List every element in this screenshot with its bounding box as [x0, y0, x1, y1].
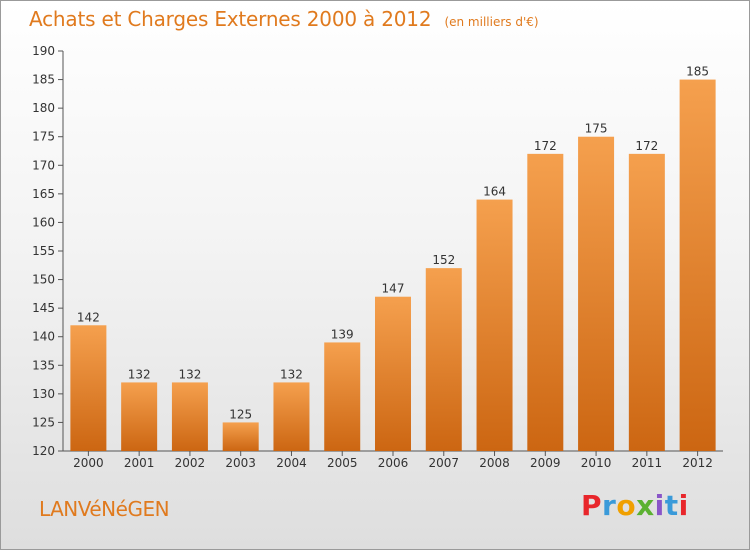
- x-tick-label: 2009: [530, 456, 561, 470]
- x-tick-label: 2008: [479, 456, 510, 470]
- x-tick-label: 2010: [581, 456, 612, 470]
- bar-value-label: 132: [178, 367, 201, 381]
- bar: [375, 296, 411, 451]
- bar: [679, 79, 716, 452]
- x-tick-label: 2007: [428, 456, 459, 470]
- y-tick-label: 145: [32, 301, 55, 315]
- y-tick-label: 155: [32, 244, 55, 258]
- bar-value-label: 142: [77, 310, 100, 324]
- y-tick-label: 135: [32, 358, 55, 372]
- bar: [121, 382, 158, 451]
- x-tick-label: 2002: [175, 456, 206, 470]
- town-name: LANVéNéGEN: [39, 497, 170, 521]
- bar: [273, 382, 310, 451]
- proxiti-logo: Proxiti: [581, 489, 689, 522]
- bar-value-label: 175: [585, 122, 608, 136]
- chart-subtitle: (en milliers d'€): [444, 15, 539, 29]
- y-tick-label: 130: [32, 387, 55, 401]
- bar-value-label: 172: [534, 139, 557, 153]
- bar-value-label: 132: [128, 367, 151, 381]
- bar: [628, 153, 665, 451]
- axes: 120 125 130 135 140 145 150 155 160 165 170 175 180 1…: [32, 44, 723, 470]
- x-tick-label: 2005: [327, 456, 358, 470]
- bar: [476, 199, 513, 451]
- x-tick-label: 2001: [124, 456, 155, 470]
- x-tick-label: 2003: [225, 456, 256, 470]
- bar: [527, 153, 564, 451]
- bar: [171, 382, 208, 451]
- title-row: Achats et Charges Externes 2000 à 2012 (…: [29, 7, 539, 31]
- y-tick-label: 165: [32, 187, 55, 201]
- chart-title: Achats et Charges Externes 2000 à 2012: [29, 7, 432, 31]
- bar-value-label: 172: [635, 139, 658, 153]
- y-tick-label: 125: [32, 415, 55, 429]
- y-tick-label: 150: [32, 273, 55, 287]
- x-tick-label: 2011: [632, 456, 663, 470]
- y-tick-label: 160: [32, 215, 55, 229]
- y-tick-label: 175: [32, 130, 55, 144]
- bar-value-label: 164: [483, 185, 506, 199]
- bar-value-label: 152: [432, 253, 455, 267]
- bar: [578, 136, 615, 451]
- x-tick-label: 2012: [682, 456, 713, 470]
- bar: [425, 268, 462, 451]
- y-tick-label: 170: [32, 158, 55, 172]
- y-tick-label: 180: [32, 101, 55, 115]
- bars: 142 132 132 125 132 139 147 152 164 172 175 172 185: [70, 65, 716, 452]
- y-tick-label: 140: [32, 330, 55, 344]
- x-tick-label: 2004: [276, 456, 307, 470]
- y-tick-label: 190: [32, 44, 55, 58]
- x-tick-label: 2000: [73, 456, 104, 470]
- x-tick-label: 2006: [378, 456, 409, 470]
- y-tick-label: 185: [32, 73, 55, 87]
- y-tick-label: 120: [32, 444, 55, 458]
- bar: [222, 422, 259, 451]
- bar: [324, 342, 361, 451]
- bar-value-label: 185: [686, 65, 709, 79]
- bar-value-label: 125: [229, 407, 252, 421]
- bar-value-label: 139: [331, 327, 354, 341]
- bar: [70, 325, 107, 451]
- bar-value-label: 147: [382, 282, 405, 296]
- bar-value-label: 132: [280, 367, 303, 381]
